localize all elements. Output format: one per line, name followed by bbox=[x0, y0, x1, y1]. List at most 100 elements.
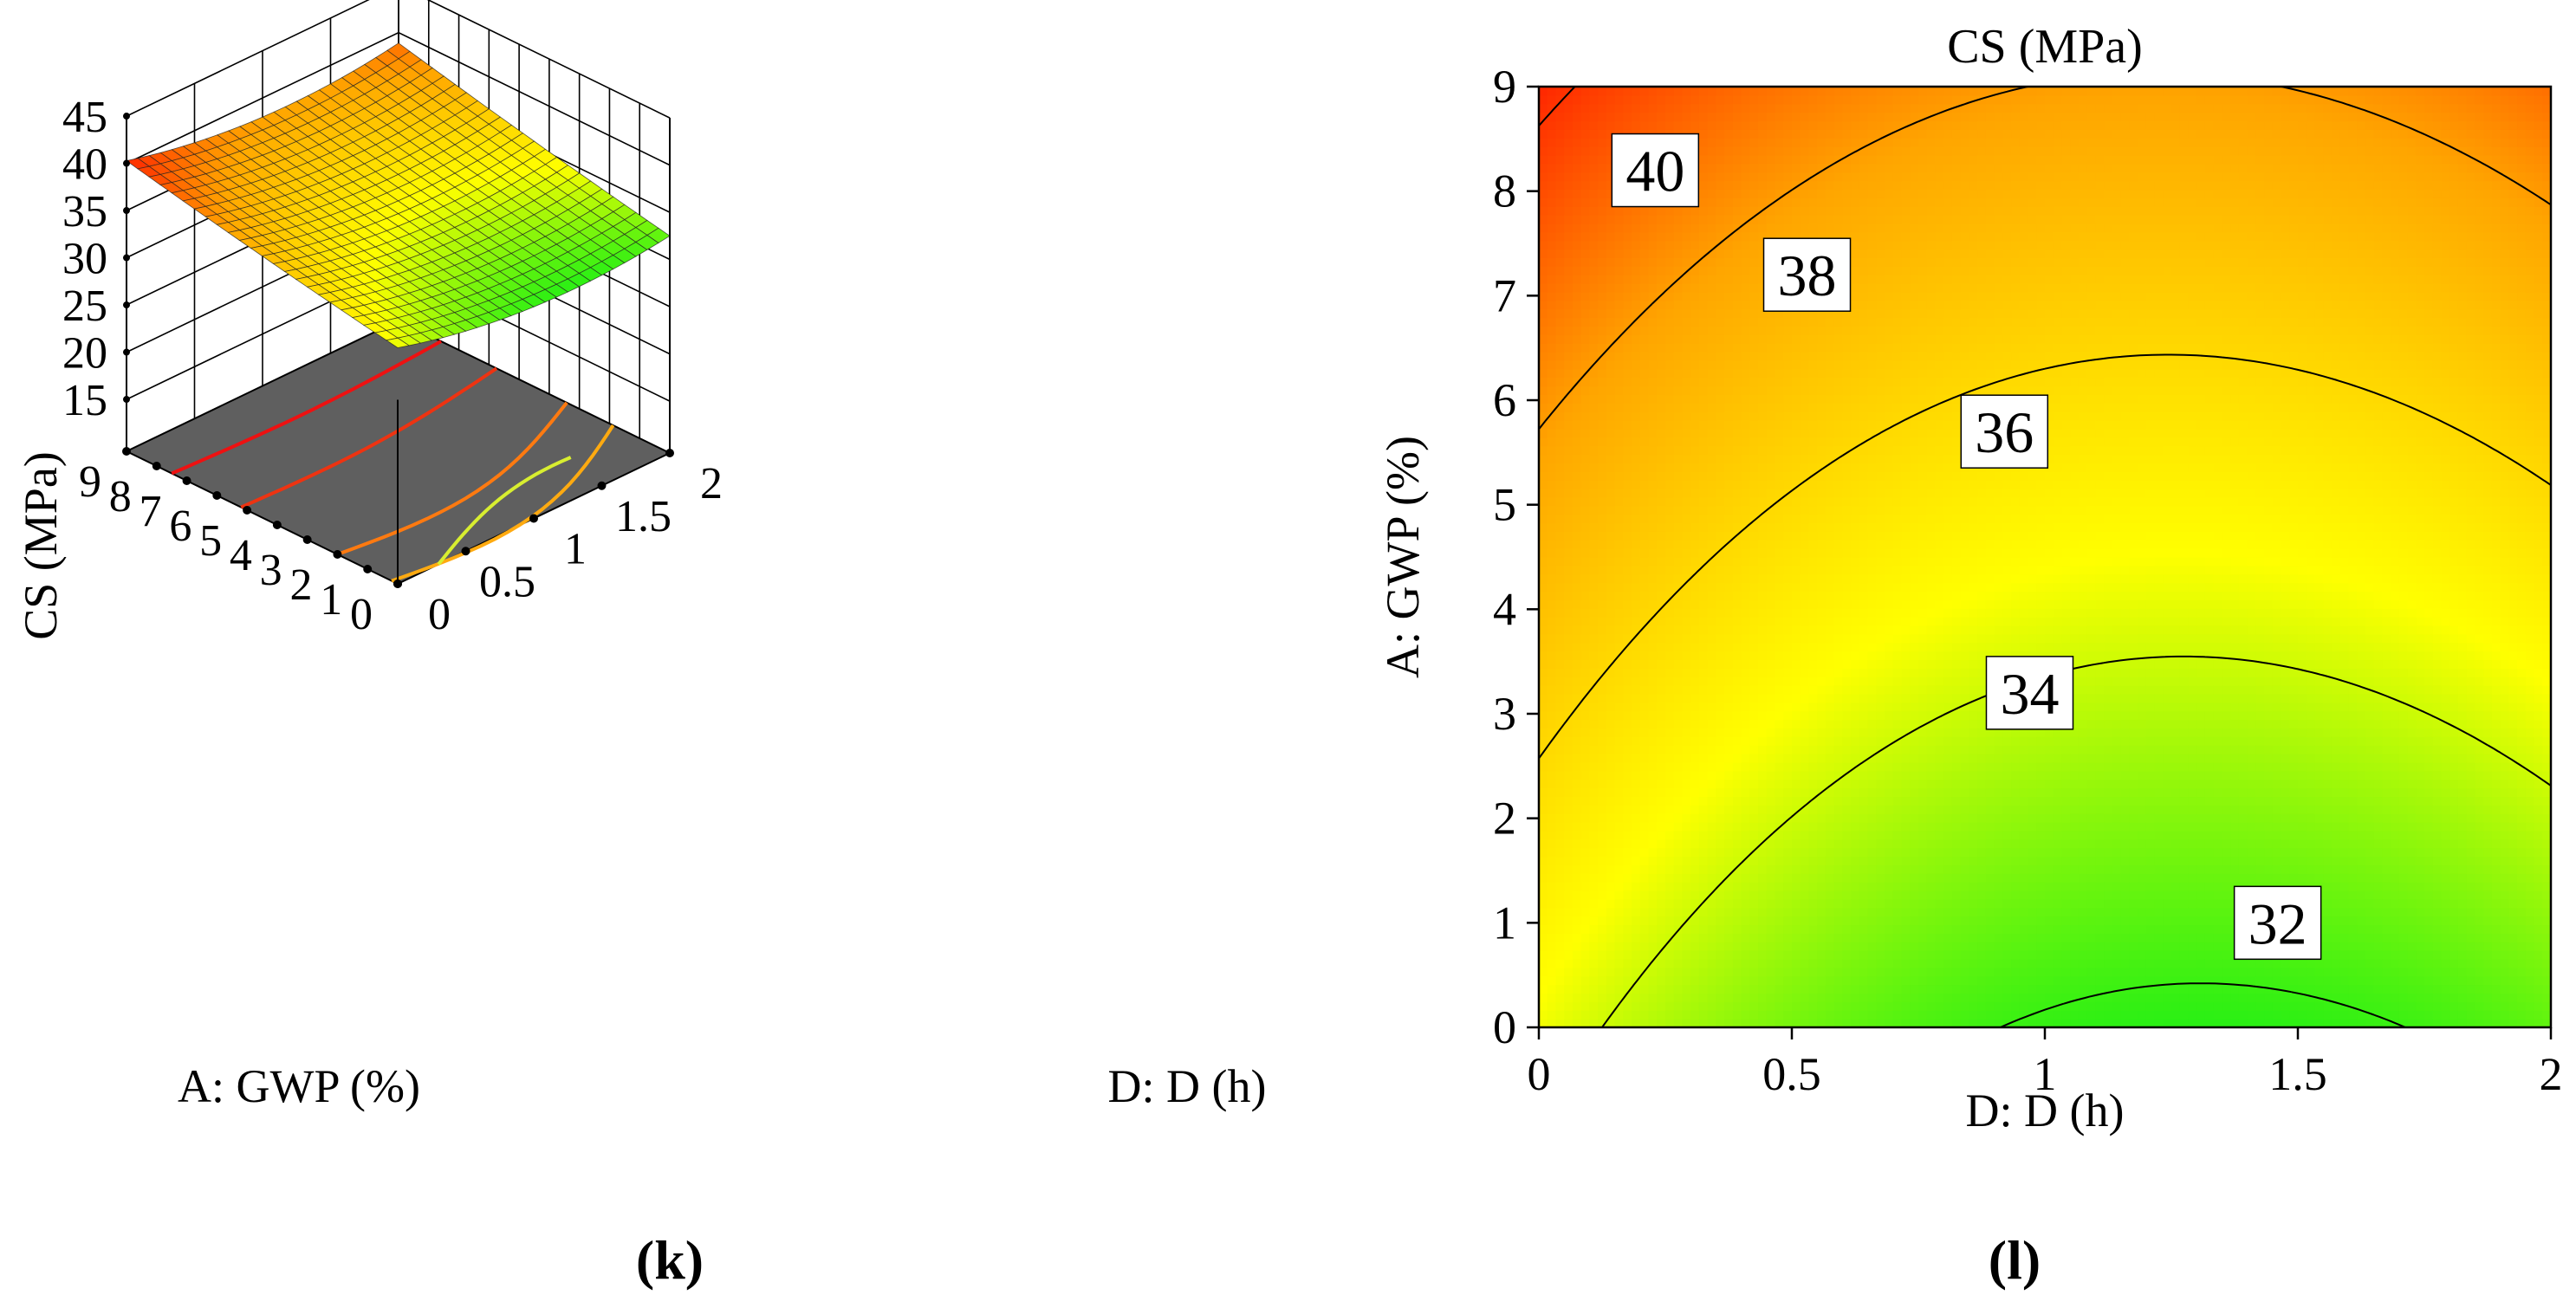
contour-cell bbox=[1867, 882, 1877, 891]
contour-cell bbox=[1732, 197, 1742, 207]
contour-cell bbox=[1598, 993, 1607, 1002]
contour-cell bbox=[1783, 617, 1793, 626]
contour-cell bbox=[1716, 916, 1725, 926]
contour-cell bbox=[1555, 352, 1565, 361]
contour-cell bbox=[1623, 1001, 1632, 1011]
contour-cell bbox=[1842, 94, 1852, 105]
contour-cell bbox=[1564, 993, 1574, 1002]
contour-cell bbox=[1766, 514, 1776, 524]
contour-cell bbox=[1783, 317, 1793, 327]
contour-cell bbox=[1639, 454, 1650, 463]
contour-cell bbox=[1673, 959, 1684, 968]
contour-cell bbox=[1572, 154, 1582, 165]
contour-cell bbox=[1783, 463, 1793, 472]
contour-cell bbox=[1614, 822, 1624, 832]
contour-cell bbox=[1598, 975, 1607, 986]
contour-cell bbox=[1547, 822, 1557, 832]
contour-cell bbox=[1639, 1019, 1650, 1027]
contour-cell bbox=[1842, 984, 1852, 994]
contour-cell bbox=[1698, 326, 1709, 335]
contour-cell bbox=[1825, 480, 1835, 489]
contour-cell bbox=[1690, 582, 1700, 592]
contour-cell bbox=[1673, 326, 1684, 335]
contour-cell bbox=[1808, 830, 1818, 840]
contour-cell bbox=[1580, 154, 1590, 165]
contour-cell bbox=[1589, 215, 1599, 224]
contour-cell bbox=[1724, 693, 1734, 703]
contour-cell bbox=[1817, 847, 1827, 858]
contour-cell bbox=[1766, 633, 1776, 644]
contour-cell bbox=[1589, 343, 1599, 353]
contour-cell bbox=[1808, 445, 1818, 456]
contour-cell bbox=[1800, 822, 1810, 832]
contour-cell bbox=[1732, 796, 1742, 806]
contour-cell bbox=[1792, 984, 1801, 994]
contour-cell bbox=[1825, 385, 1835, 396]
contour-cell bbox=[1673, 882, 1684, 891]
contour-cell bbox=[1690, 411, 1700, 421]
contour-cell bbox=[1648, 710, 1658, 721]
z-tick bbox=[123, 301, 130, 309]
contour-cell bbox=[1606, 180, 1616, 191]
contour-cell bbox=[1673, 531, 1684, 541]
contour-cell bbox=[1758, 154, 1768, 165]
contour-cell bbox=[1833, 326, 1843, 335]
contour-cell bbox=[1732, 617, 1742, 626]
contour-cell bbox=[1732, 625, 1742, 635]
contour-cell bbox=[1606, 112, 1616, 122]
contour-cell bbox=[1817, 326, 1827, 335]
contour-cell bbox=[1732, 805, 1742, 814]
contour-cell bbox=[1842, 642, 1852, 652]
contour-cell bbox=[1792, 898, 1801, 909]
contour-cell bbox=[1707, 710, 1716, 721]
contour-cell bbox=[1716, 959, 1725, 968]
contour-cell bbox=[1657, 420, 1666, 430]
contour-cell bbox=[1859, 557, 1869, 567]
contour-cell bbox=[1741, 189, 1750, 198]
contour-cell bbox=[1724, 420, 1734, 430]
contour-cell bbox=[1547, 608, 1557, 618]
contour-cell bbox=[1859, 215, 1869, 224]
contour-cell bbox=[1851, 223, 1860, 233]
contour-cell bbox=[1792, 668, 1801, 677]
contour-cell bbox=[1632, 1001, 1641, 1011]
contour-cell bbox=[1564, 779, 1574, 789]
contour-cell bbox=[1614, 103, 1624, 113]
contour-cell bbox=[1732, 950, 1742, 960]
contour-cell bbox=[1682, 599, 1691, 609]
contour-cell bbox=[1749, 573, 1759, 584]
contour-cell bbox=[1707, 540, 1716, 549]
contour-cell bbox=[1648, 882, 1658, 891]
contour-cell bbox=[1859, 146, 1869, 156]
contour-cell bbox=[1867, 1010, 1877, 1020]
contour-cell bbox=[1580, 813, 1590, 823]
contour-cell bbox=[1673, 728, 1684, 737]
contour-cell bbox=[1614, 343, 1624, 353]
contour-cell bbox=[1817, 231, 1827, 242]
contour-cell bbox=[1665, 693, 1675, 703]
contour-cell bbox=[1749, 454, 1759, 463]
contour-cell bbox=[1589, 1019, 1599, 1027]
contour-cell bbox=[1606, 736, 1616, 746]
contour-cell bbox=[1547, 830, 1557, 840]
contour-cell bbox=[1851, 599, 1860, 609]
contour-cell bbox=[1732, 754, 1742, 763]
contour-cell bbox=[1673, 308, 1684, 319]
contour-cell bbox=[1639, 522, 1650, 532]
contour-cell bbox=[1698, 308, 1709, 319]
contour-cell bbox=[1682, 343, 1691, 353]
contour-cell bbox=[1732, 651, 1742, 661]
contour-cell bbox=[1825, 805, 1835, 814]
contour-cell bbox=[1758, 591, 1768, 600]
contour-cell bbox=[1792, 822, 1801, 832]
contour-cell bbox=[1572, 728, 1582, 737]
contour-cell bbox=[1808, 651, 1818, 661]
contour-cell bbox=[1632, 779, 1641, 789]
contour-cell bbox=[1808, 950, 1818, 960]
contour-cell bbox=[1766, 146, 1776, 156]
contour-cell bbox=[1555, 394, 1565, 404]
contour-cell bbox=[1851, 633, 1860, 644]
contour-cell bbox=[1564, 420, 1574, 430]
contour-cell bbox=[1732, 993, 1742, 1002]
contour-cell bbox=[1833, 959, 1843, 968]
